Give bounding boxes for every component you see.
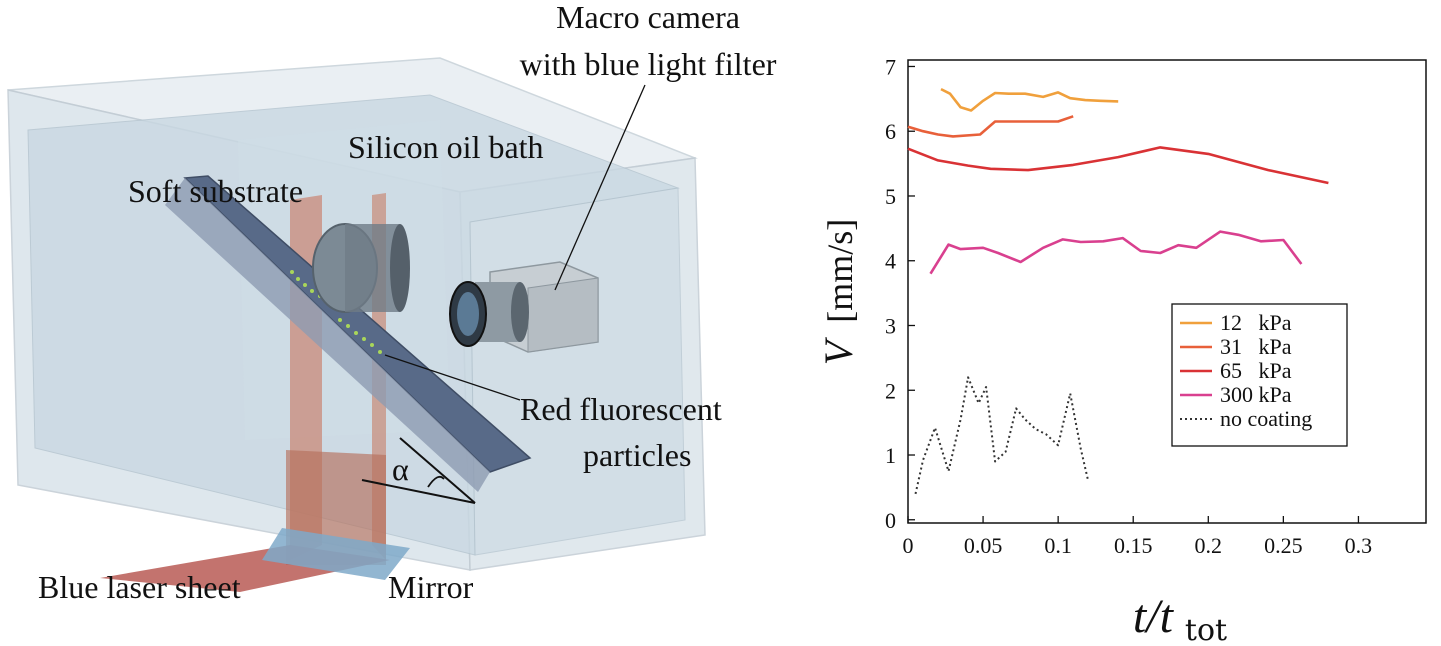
substrate-label: Soft substrate [128, 173, 303, 209]
y-tick-label: 1 [885, 443, 896, 468]
angle-line-horizontal [361, 479, 476, 504]
x-tick-label: 0.2 [1195, 533, 1223, 558]
y-ticks: 0 1 2 3 4 5 6 7 [885, 54, 915, 533]
y-axis-label: V [mm/s] [816, 219, 861, 365]
y-axis-variable: V [816, 336, 861, 365]
x-tick-label: 0 [903, 533, 914, 558]
legend-label-2: 65 kPa [1220, 358, 1292, 383]
series-line-3 [929, 230, 1303, 275]
y-tick-label: 6 [885, 119, 896, 144]
camera-label-line2: with blue light filter [520, 46, 777, 82]
angle-line-slope [399, 437, 476, 504]
mirror [262, 528, 410, 580]
x-tick-label: 0.3 [1345, 533, 1373, 558]
x-axis-label: t/t tot [1133, 590, 1227, 646]
camera-lens-back [312, 223, 410, 313]
x-tick-label: 0.15 [1114, 533, 1153, 558]
y-tick-label: 5 [885, 184, 896, 209]
legend-label-0: 12 kPa [1220, 310, 1292, 335]
y-tick-label: 4 [885, 249, 896, 274]
laser-label: Blue laser sheet [38, 569, 241, 605]
camera-label-line1: Macro camera [556, 0, 740, 35]
y-tick-label: 2 [885, 378, 896, 403]
particles-leader-line [384, 354, 521, 401]
series-line-2 [907, 146, 1329, 185]
legend-label-4: no coating [1220, 406, 1312, 431]
x-tick-label: 0.05 [964, 533, 1003, 558]
x-ticks: 0 0.05 0.1 0.15 0.2 0.25 0.3 [903, 516, 1373, 558]
soft-substrate-bottom [165, 178, 490, 492]
mirror-label: Mirror [388, 569, 474, 605]
bath-label: Silicon oil bath [348, 129, 544, 165]
soft-substrate [183, 175, 532, 473]
legend-label-1: 31 kPa [1220, 334, 1292, 359]
angle-label: α [392, 451, 409, 487]
plot-frame [907, 59, 1427, 524]
series-line-0 [940, 87, 1119, 112]
particles-label-line2: particles [583, 437, 691, 473]
x-tick-label: 0.25 [1264, 533, 1303, 558]
legend-box [1171, 303, 1348, 447]
schematic: Macro camera with blue light filter Sili… [7, 0, 777, 605]
x-tick-label: 0.1 [1044, 533, 1072, 558]
y-tick-label: 0 [885, 508, 896, 533]
x-axis-variable: t/t [1133, 590, 1175, 643]
macro-camera-icon [449, 261, 599, 353]
x-axis-subscript: tot [1185, 613, 1227, 646]
y-tick-label: 7 [885, 54, 896, 79]
y-tick-label: 3 [885, 313, 896, 338]
angle-arc [427, 475, 445, 488]
oil-bath-right [469, 187, 686, 556]
series-lines [907, 87, 1329, 495]
velocity-chart: 0 0.05 0.1 0.15 0.2 0.25 0.3 0 1 2 3 4 5 6 7 V [mm/s]… [816, 54, 1427, 646]
legend-label-3: 300 kPa [1220, 382, 1292, 407]
y-axis-unit: [mm/s] [820, 219, 860, 323]
series-line-1 [907, 115, 1074, 138]
camera-leader-line [554, 84, 646, 291]
particles-label-line1: Red fluorescent [520, 391, 722, 427]
series-line-4 [914, 376, 1090, 495]
